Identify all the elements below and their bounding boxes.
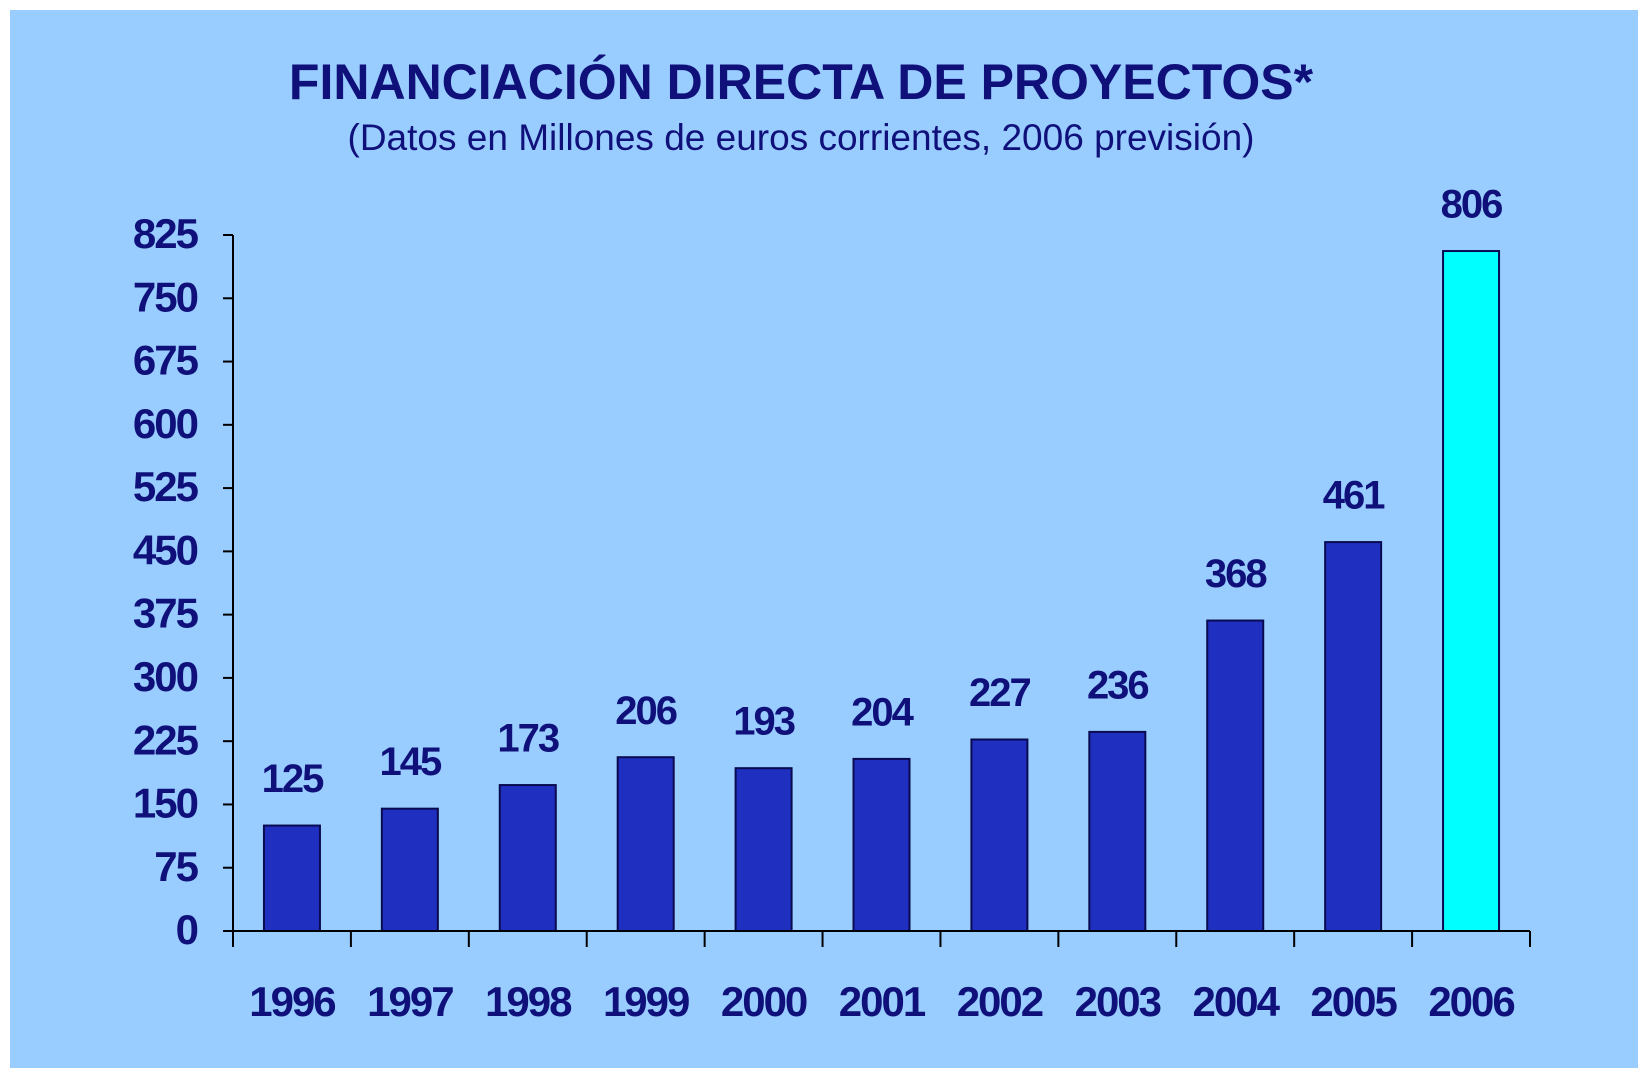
bar bbox=[262, 824, 321, 933]
y-tick-label: 750 bbox=[133, 273, 198, 320]
x-tick-label: 2006 bbox=[1428, 978, 1514, 1025]
data-label: 145 bbox=[379, 740, 441, 784]
bar bbox=[1088, 730, 1147, 932]
x-tick-label: 2004 bbox=[1193, 978, 1281, 1025]
x-tick-label: 2005 bbox=[1310, 978, 1397, 1025]
y-tick-label: 150 bbox=[133, 780, 198, 827]
y-tick-label: 0 bbox=[176, 906, 198, 953]
bar bbox=[498, 784, 557, 932]
chart-title: FINANCIACIÓN DIRECTA DE PROYECTOS* bbox=[289, 54, 1314, 110]
y-tick-label: 375 bbox=[133, 590, 199, 637]
data-label: 173 bbox=[497, 717, 558, 761]
bar bbox=[1206, 619, 1265, 932]
y-tick-label: 600 bbox=[133, 400, 198, 447]
y-tick-label: 75 bbox=[154, 843, 198, 890]
x-tick-label: 1996 bbox=[249, 978, 335, 1025]
y-tick-label: 300 bbox=[133, 653, 198, 700]
data-label: 227 bbox=[969, 671, 1030, 715]
data-label: 204 bbox=[851, 690, 914, 734]
data-label: 206 bbox=[615, 689, 676, 733]
bar bbox=[1324, 541, 1383, 932]
x-tick-label: 1999 bbox=[603, 978, 689, 1025]
x-tick-label: 1997 bbox=[367, 978, 453, 1025]
data-label: 461 bbox=[1323, 474, 1385, 518]
chart-subtitle: (Datos en Millones de euros corrientes, … bbox=[348, 117, 1255, 158]
bar bbox=[380, 807, 439, 932]
bar bbox=[970, 738, 1029, 933]
y-tick-label: 675 bbox=[133, 337, 199, 384]
x-tick-label: 2003 bbox=[1075, 978, 1161, 1025]
x-tick-label: 2001 bbox=[839, 978, 926, 1025]
bar bbox=[616, 756, 675, 933]
data-label: 125 bbox=[262, 757, 324, 801]
x-tick-label: 2002 bbox=[957, 978, 1043, 1025]
y-tick-label: 525 bbox=[133, 463, 199, 510]
y-tick-label: 225 bbox=[133, 716, 199, 763]
x-tick-label: 1998 bbox=[485, 978, 572, 1025]
data-label: 806 bbox=[1441, 183, 1502, 227]
data-label: 368 bbox=[1205, 552, 1267, 596]
x-tick-label: 2000 bbox=[721, 978, 807, 1025]
y-tick-label: 450 bbox=[133, 526, 198, 573]
bar bbox=[734, 767, 793, 932]
data-label: 236 bbox=[1087, 663, 1148, 707]
bar bbox=[852, 757, 911, 933]
data-label: 193 bbox=[733, 700, 794, 744]
bar bbox=[1442, 250, 1501, 932]
background bbox=[10, 10, 1638, 1068]
y-tick-label: 825 bbox=[133, 210, 199, 257]
